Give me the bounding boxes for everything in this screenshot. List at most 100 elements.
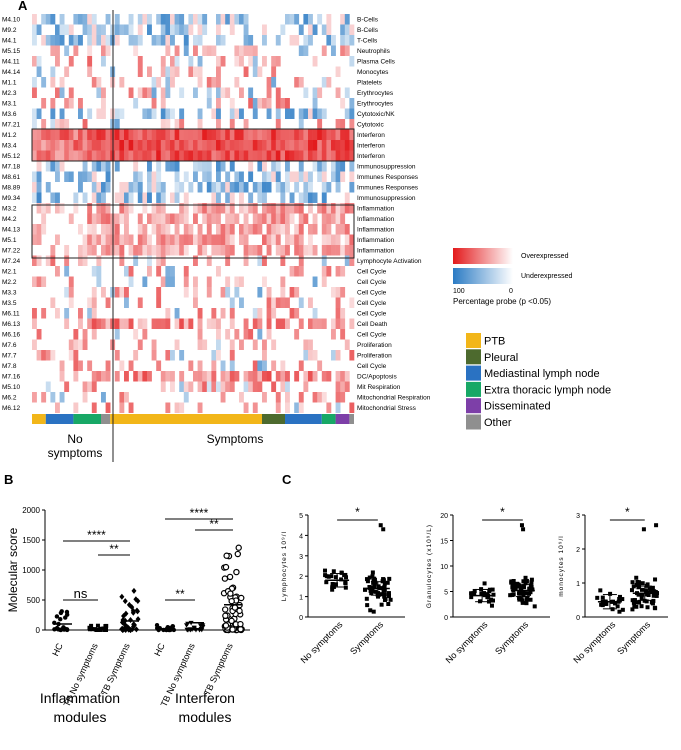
heatmap-cell — [174, 171, 180, 182]
heatmap-cell — [91, 287, 97, 298]
c-point — [608, 591, 613, 596]
heatmap-cell — [142, 150, 148, 161]
heatmap-cell — [266, 329, 272, 340]
heatmap-cell — [96, 255, 102, 266]
heatmap-cell — [197, 66, 203, 77]
heatmap-cell — [137, 318, 143, 329]
b-point — [167, 625, 172, 631]
heatmap-cell — [275, 213, 281, 224]
heatmap-cell — [335, 150, 341, 161]
heatmap-cell — [32, 192, 37, 203]
heatmap-cell — [119, 192, 125, 203]
heatmap-cell — [312, 108, 318, 119]
heatmap-cell — [294, 171, 300, 182]
heatmap-cell — [105, 182, 111, 193]
heatmap-cell — [50, 45, 56, 56]
heatmap-cell — [239, 203, 244, 214]
category-segment — [32, 414, 46, 424]
heatmap-cell — [96, 371, 102, 382]
heatmap-cell — [59, 119, 65, 130]
heatmap-cell — [50, 255, 56, 266]
c-point — [653, 577, 658, 582]
heatmap-cell — [82, 392, 88, 403]
heatmap-cell — [285, 171, 290, 182]
heatmap-cell — [326, 224, 332, 235]
b-x-label: TB Symptoms — [202, 641, 235, 697]
symptoms-label: Symptoms — [207, 432, 264, 446]
heatmap-cell — [216, 182, 221, 193]
heatmap-cell — [243, 119, 249, 130]
heatmap-cell — [312, 371, 318, 382]
heatmap-cell — [59, 360, 65, 371]
heatmap-cell — [239, 108, 244, 119]
heatmap-cell — [285, 297, 290, 308]
b-point — [119, 593, 125, 600]
heatmap-cell — [160, 224, 166, 235]
heatmap-cell — [257, 98, 263, 109]
heatmap-cell — [142, 14, 148, 25]
heatmap-cell — [50, 119, 56, 130]
heatmap-cell — [225, 14, 231, 25]
heatmap-cell — [142, 224, 148, 235]
heatmap-cell — [266, 140, 272, 151]
heatmap-cell — [137, 24, 143, 35]
heatmap-cell — [335, 287, 341, 298]
c-point — [482, 591, 487, 596]
c-point — [640, 592, 645, 597]
b-point — [193, 627, 199, 633]
heatmap-cell — [206, 276, 212, 287]
heatmap-cell — [183, 287, 189, 298]
heatmap-cell — [298, 45, 304, 56]
heatmap-cell — [211, 77, 217, 88]
heatmap-cell — [142, 245, 148, 256]
heatmap-cell — [170, 14, 175, 25]
heatmap-cell — [78, 360, 83, 371]
heatmap-cell — [137, 140, 143, 151]
heatmap-cell — [193, 45, 198, 56]
c-x-label: No symptoms — [444, 619, 490, 665]
heatmap-cell — [257, 360, 263, 371]
heatmap-cell — [317, 140, 323, 151]
heatmap-cell — [303, 108, 309, 119]
module-label: M5.1 — [2, 237, 17, 244]
heatmap-cell — [36, 66, 42, 77]
c-point — [376, 584, 381, 589]
heatmap-cell — [206, 87, 212, 98]
heatmap-cell — [257, 245, 263, 256]
c-point — [640, 587, 645, 592]
heatmap-cell — [197, 245, 203, 256]
heatmap-cell — [170, 266, 175, 277]
heatmap-cell — [239, 56, 244, 67]
heatmap-cell — [220, 234, 226, 245]
heatmap-cell — [344, 150, 350, 161]
function-label: Inflammation — [357, 216, 395, 223]
heatmap-cell — [285, 381, 290, 392]
heatmap-cell — [349, 350, 355, 361]
heatmap-cell — [308, 24, 313, 35]
heatmap-cell — [331, 245, 336, 256]
category-segment — [335, 414, 350, 424]
heatmap-cell — [142, 140, 148, 151]
c-point — [370, 570, 375, 575]
heatmap-cell — [179, 213, 185, 224]
heatmap-cell — [211, 308, 217, 319]
heatmap-cell — [82, 161, 88, 172]
heatmap-cell — [349, 150, 355, 161]
heatmap-cell — [202, 371, 208, 382]
heatmap-cell — [91, 234, 97, 245]
heatmap-cell — [229, 371, 235, 382]
heatmap-cell — [349, 182, 355, 193]
heatmap-cell — [243, 182, 249, 193]
heatmap-cell — [294, 287, 300, 298]
heatmap-cell — [82, 192, 88, 203]
heatmap-cell — [147, 14, 152, 25]
function-label: Lymphocyte Activation — [357, 258, 422, 265]
heatmap-cell — [248, 171, 254, 182]
heatmap-cell — [266, 287, 272, 298]
heatmap-cell — [229, 360, 235, 371]
heatmap-cell — [340, 14, 346, 25]
heatmap-cell — [275, 182, 281, 193]
heatmap-cell — [248, 161, 254, 172]
heatmap-cell — [225, 371, 231, 382]
heatmap-cell — [68, 297, 74, 308]
